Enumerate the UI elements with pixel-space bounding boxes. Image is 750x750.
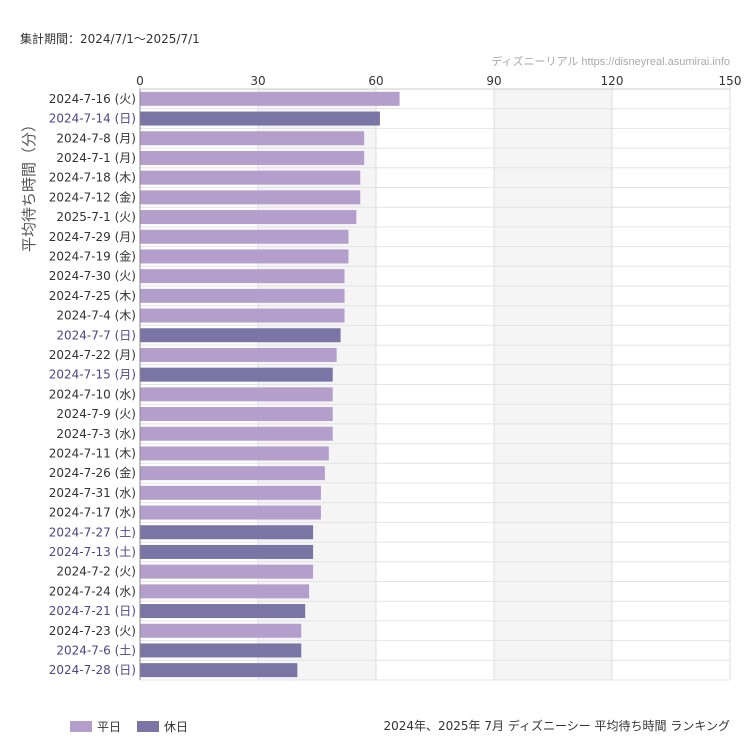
bar[interactable]: [140, 387, 333, 402]
y-tick-label: 2024-7-13 (土): [49, 545, 136, 559]
y-tick-label: 2024-7-12 (金): [49, 189, 136, 204]
y-tick-label: 2024-7-30 (火): [49, 269, 136, 283]
bar[interactable]: [140, 446, 329, 461]
y-tick-label: 2024-7-23 (火): [49, 624, 136, 638]
bar[interactable]: [140, 210, 357, 225]
bar[interactable]: [140, 229, 349, 244]
y-tick-label: 2024-7-14 (日): [49, 112, 136, 126]
y-tick-label: 2024-7-27 (土): [49, 525, 136, 539]
bar[interactable]: [140, 91, 400, 106]
bar[interactable]: [140, 170, 361, 185]
bar[interactable]: [140, 426, 333, 441]
legend-swatch-weekday: [70, 721, 92, 732]
bar[interactable]: [140, 269, 345, 284]
y-tick-label: 2024-7-16 (火): [49, 92, 136, 106]
y-tick-label: 2024-7-21 (日): [49, 604, 136, 618]
source-credit: ディズニーリアル https://disneyreal.asumirai.inf…: [491, 56, 730, 68]
bar[interactable]: [140, 249, 349, 264]
y-tick-label: 2024-7-22 (月): [49, 348, 136, 362]
y-tick-label: 2024-7-2 (火): [56, 565, 136, 579]
x-tick-label: 120: [601, 74, 624, 88]
x-tick-label: 30: [250, 74, 265, 88]
legend-label-holiday: 休日: [164, 720, 189, 734]
ranking-bar-chart: 0 30 60 90 120 150 2024-7-16 (火) 2024-7-14 (日) 2…: [20, 74, 742, 681]
y-tick-label: 2024-7-18 (木): [49, 171, 136, 185]
bar[interactable]: [140, 407, 333, 422]
y-tick-label: 2024-7-8 (月): [56, 131, 136, 145]
bar[interactable]: [140, 308, 345, 323]
bar[interactable]: [140, 584, 310, 599]
y-tick-label: 2024-7-3 (水): [56, 427, 136, 441]
y-tick-label: 2024-7-11 (木): [49, 446, 136, 460]
y-axis-title: 平均待ち時間（分）: [20, 117, 38, 252]
legend: 平日 休日: [70, 718, 204, 735]
bar[interactable]: [140, 111, 380, 126]
y-tick-label: 2024-7-6 (土): [56, 643, 136, 657]
y-tick-label: 2024-7-24 (水): [49, 584, 136, 598]
x-tick-label: 60: [368, 74, 383, 88]
y-tick-label: 2024-7-31 (水): [49, 486, 136, 500]
bar[interactable]: [140, 604, 306, 619]
y-tick-label: 2024-7-26 (金): [49, 465, 136, 480]
bar[interactable]: [140, 367, 333, 382]
bar[interactable]: [140, 643, 302, 658]
x-tick-label: 0: [136, 74, 144, 88]
legend-swatch-holiday: [137, 721, 160, 732]
bar[interactable]: [140, 150, 365, 165]
bar[interactable]: [140, 485, 321, 500]
y-tick-label: 2024-7-10 (水): [49, 387, 136, 401]
bar[interactable]: [140, 505, 321, 520]
bar[interactable]: [140, 328, 341, 343]
bar[interactable]: [140, 544, 314, 559]
bar[interactable]: [140, 288, 345, 303]
legend-item-holiday[interactable]: 休日: [137, 718, 188, 735]
bar[interactable]: [140, 564, 314, 579]
bar[interactable]: [140, 623, 302, 638]
bar[interactable]: [140, 525, 314, 540]
y-tick-label: 2024-7-4 (木): [56, 309, 136, 323]
y-tick-label: 2024-7-9 (火): [56, 407, 136, 421]
bar[interactable]: [140, 190, 361, 205]
y-tick-label: 2024-7-19 (金): [49, 248, 136, 263]
y-tick-label: 2024-7-17 (水): [49, 506, 136, 520]
y-tick-label: 2024-7-25 (木): [49, 289, 136, 303]
x-tick-label: 90: [486, 74, 501, 88]
y-tick-label: 2024-7-7 (日): [56, 328, 136, 342]
bar[interactable]: [140, 347, 337, 362]
bar[interactable]: [140, 663, 298, 678]
x-tick-label: 150: [719, 74, 742, 88]
legend-item-weekday[interactable]: 平日: [70, 718, 121, 735]
y-tick-label: 2024-7-29 (月): [49, 230, 136, 244]
legend-label-weekday: 平日: [97, 720, 122, 734]
bar[interactable]: [140, 131, 365, 146]
y-tick-label: 2024-7-15 (月): [49, 368, 136, 382]
chart-caption: 2024年、2025年 7月 ディズニーシー 平均待ち時間 ランキング: [383, 719, 730, 733]
period-label: 集計期間：2024/7/1〜2025/7/1: [20, 32, 200, 46]
y-tick-label: 2025-7-1 (火): [56, 210, 136, 224]
bar[interactable]: [140, 466, 325, 481]
y-tick-label: 2024-7-1 (月): [56, 151, 136, 165]
y-tick-label: 2024-7-28 (日): [49, 663, 136, 677]
